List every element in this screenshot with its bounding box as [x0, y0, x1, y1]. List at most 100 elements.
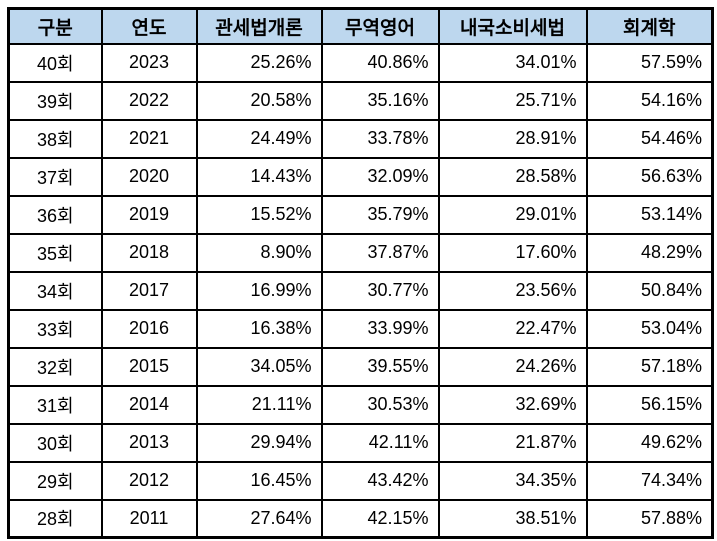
cell-consumption-tax-rate: 23.56% — [437, 270, 588, 311]
cell-customs-law-rate: 27.64% — [195, 498, 323, 539]
cell-trade-english-rate: 30.77% — [320, 270, 440, 311]
cell-customs-law-rate: 21.11% — [195, 384, 323, 425]
exam-pass-rate-table: 구분 연도 관세법개론 무역영어 내국소비세법 회계학 40회 2023 25.26… — [7, 7, 714, 539]
cell-year: 2011 — [100, 498, 198, 539]
header-customs-law: 관세법개론 — [195, 7, 323, 45]
cell-category: 37회 — [7, 156, 103, 197]
header-trade-english: 무역영어 — [320, 7, 440, 45]
cell-consumption-tax-rate: 32.69% — [437, 384, 588, 425]
cell-year: 2021 — [100, 118, 198, 159]
cell-year: 2022 — [100, 80, 198, 121]
cell-customs-law-rate: 16.99% — [195, 270, 323, 311]
cell-year: 2016 — [100, 308, 198, 349]
cell-category: 28회 — [7, 498, 103, 539]
cell-category: 38회 — [7, 118, 103, 159]
cell-trade-english-rate: 39.55% — [320, 346, 440, 387]
cell-trade-english-rate: 33.99% — [320, 308, 440, 349]
cell-accounting-rate: 54.46% — [585, 118, 714, 159]
cell-consumption-tax-rate: 29.01% — [437, 194, 588, 235]
cell-accounting-rate: 54.16% — [585, 80, 714, 121]
table-row: 31회 2014 21.11% 30.53% 32.69% 56.15% — [7, 384, 714, 425]
header-year: 연도 — [100, 7, 198, 45]
table-row: 40회 2023 25.26% 40.86% 34.01% 57.59% — [7, 42, 714, 83]
table-row: 37회 2020 14.43% 32.09% 28.58% 56.63% — [7, 156, 714, 197]
cell-customs-law-rate: 16.45% — [195, 460, 323, 501]
cell-year: 2017 — [100, 270, 198, 311]
table-row: 30회 2013 29.94% 42.11% 21.87% 49.62% — [7, 422, 714, 463]
cell-category: 33회 — [7, 308, 103, 349]
header-consumption-tax: 내국소비세법 — [437, 7, 588, 45]
table-row: 34회 2017 16.99% 30.77% 23.56% 50.84% — [7, 270, 714, 311]
cell-accounting-rate: 49.62% — [585, 422, 714, 463]
cell-accounting-rate: 57.59% — [585, 42, 714, 83]
header-accounting: 회계학 — [585, 7, 714, 45]
cell-trade-english-rate: 35.16% — [320, 80, 440, 121]
cell-trade-english-rate: 35.79% — [320, 194, 440, 235]
cell-category: 29회 — [7, 460, 103, 501]
table-body: 40회 2023 25.26% 40.86% 34.01% 57.59% 39회 2022 20… — [7, 42, 714, 539]
pass-rate-table-container: 구분 연도 관세법개론 무역영어 내국소비세법 회계학 40회 2023 25.26… — [7, 7, 714, 539]
cell-year: 2012 — [100, 460, 198, 501]
cell-consumption-tax-rate: 38.51% — [437, 498, 588, 539]
cell-consumption-tax-rate: 17.60% — [437, 232, 588, 273]
cell-consumption-tax-rate: 25.71% — [437, 80, 588, 121]
cell-customs-law-rate: 29.94% — [195, 422, 323, 463]
cell-consumption-tax-rate: 28.58% — [437, 156, 588, 197]
cell-trade-english-rate: 33.78% — [320, 118, 440, 159]
cell-year: 2014 — [100, 384, 198, 425]
cell-category: 35회 — [7, 232, 103, 273]
cell-accounting-rate: 57.88% — [585, 498, 714, 539]
cell-trade-english-rate: 40.86% — [320, 42, 440, 83]
cell-year: 2013 — [100, 422, 198, 463]
cell-consumption-tax-rate: 34.35% — [437, 460, 588, 501]
cell-consumption-tax-rate: 28.91% — [437, 118, 588, 159]
cell-category: 36회 — [7, 194, 103, 235]
cell-category: 39회 — [7, 80, 103, 121]
cell-year: 2015 — [100, 346, 198, 387]
cell-trade-english-rate: 32.09% — [320, 156, 440, 197]
table-row: 33회 2016 16.38% 33.99% 22.47% 53.04% — [7, 308, 714, 349]
table-row: 32회 2015 34.05% 39.55% 24.26% 57.18% — [7, 346, 714, 387]
cell-trade-english-rate: 30.53% — [320, 384, 440, 425]
cell-trade-english-rate: 37.87% — [320, 232, 440, 273]
cell-category: 30회 — [7, 422, 103, 463]
table-row: 29회 2012 16.45% 43.42% 34.35% 74.34% — [7, 460, 714, 501]
cell-consumption-tax-rate: 34.01% — [437, 42, 588, 83]
cell-year: 2019 — [100, 194, 198, 235]
cell-year: 2020 — [100, 156, 198, 197]
cell-consumption-tax-rate: 21.87% — [437, 422, 588, 463]
cell-accounting-rate: 53.14% — [585, 194, 714, 235]
header-category: 구분 — [7, 7, 103, 45]
table-row: 35회 2018 8.90% 37.87% 17.60% 48.29% — [7, 232, 714, 273]
cell-accounting-rate: 56.15% — [585, 384, 714, 425]
table-row: 28회 2011 27.64% 42.15% 38.51% 57.88% — [7, 498, 714, 539]
cell-accounting-rate: 74.34% — [585, 460, 714, 501]
cell-customs-law-rate: 14.43% — [195, 156, 323, 197]
cell-consumption-tax-rate: 24.26% — [437, 346, 588, 387]
cell-trade-english-rate: 42.11% — [320, 422, 440, 463]
table-row: 39회 2022 20.58% 35.16% 25.71% 54.16% — [7, 80, 714, 121]
cell-accounting-rate: 48.29% — [585, 232, 714, 273]
cell-trade-english-rate: 43.42% — [320, 460, 440, 501]
cell-customs-law-rate: 24.49% — [195, 118, 323, 159]
cell-accounting-rate: 53.04% — [585, 308, 714, 349]
cell-category: 34회 — [7, 270, 103, 311]
cell-accounting-rate: 57.18% — [585, 346, 714, 387]
cell-accounting-rate: 56.63% — [585, 156, 714, 197]
cell-category: 32회 — [7, 346, 103, 387]
cell-customs-law-rate: 34.05% — [195, 346, 323, 387]
cell-customs-law-rate: 15.52% — [195, 194, 323, 235]
cell-year: 2023 — [100, 42, 198, 83]
cell-customs-law-rate: 8.90% — [195, 232, 323, 273]
table-row: 36회 2019 15.52% 35.79% 29.01% 53.14% — [7, 194, 714, 235]
cell-consumption-tax-rate: 22.47% — [437, 308, 588, 349]
cell-trade-english-rate: 42.15% — [320, 498, 440, 539]
cell-customs-law-rate: 20.58% — [195, 80, 323, 121]
cell-customs-law-rate: 16.38% — [195, 308, 323, 349]
header-row: 구분 연도 관세법개론 무역영어 내국소비세법 회계학 — [7, 7, 714, 45]
cell-category: 31회 — [7, 384, 103, 425]
cell-category: 40회 — [7, 42, 103, 83]
cell-customs-law-rate: 25.26% — [195, 42, 323, 83]
cell-accounting-rate: 50.84% — [585, 270, 714, 311]
table-row: 38회 2021 24.49% 33.78% 28.91% 54.46% — [7, 118, 714, 159]
